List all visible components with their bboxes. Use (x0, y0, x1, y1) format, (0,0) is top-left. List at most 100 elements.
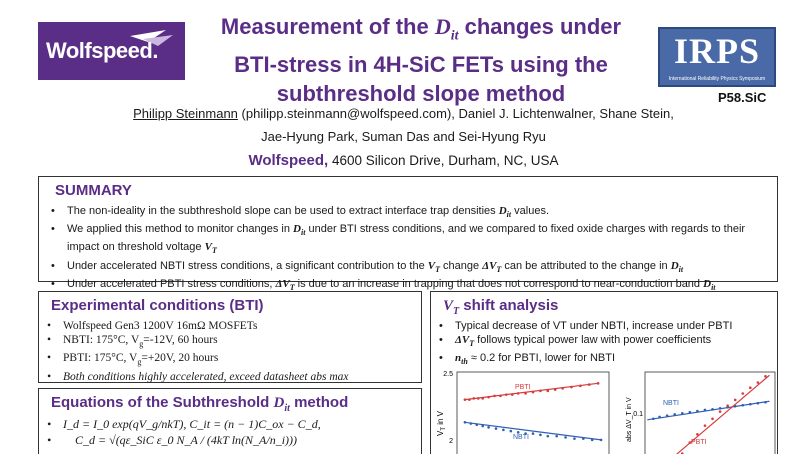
series-pbti-point (493, 394, 496, 398)
chart1-frame (456, 371, 610, 454)
title-line-1-post: changes under (458, 14, 622, 39)
series-nbti-point (564, 436, 567, 439)
series-nbti-fit-line (464, 421, 602, 441)
series-pbti-point (531, 390, 535, 394)
g-subscript: g (139, 339, 144, 349)
series-nbti-point (494, 427, 498, 430)
series-pbti-point (733, 398, 737, 402)
summary-b2-mid: under BTI stress conditions, and we comp… (67, 223, 746, 254)
series-pbti-point (524, 392, 527, 395)
series-pbti-point (499, 394, 502, 398)
summary-b3-pre: Under accelerated NBTI stress conditions… (67, 259, 428, 272)
experimental-box: Experimental conditions (BTI) Wolfspeed … (38, 291, 422, 384)
series-nbti-point (599, 438, 603, 442)
poster-title: Measurement of the Dit changes under BTI… (195, 12, 647, 108)
chart2-label-nbti: NBTI (663, 400, 679, 407)
summary-b2-pre: We applied this method to monitor change… (67, 223, 294, 236)
vt-shift-bullet-2: ΔVT follows typical power law with power… (433, 333, 775, 351)
n-symbol: n (455, 352, 462, 365)
delta-vt-symbol: ΔV (482, 259, 497, 272)
series-nbti-point (711, 408, 714, 411)
exp-b3-b: =+20V, 20 hours (141, 352, 219, 365)
series-pbti-point (703, 424, 707, 427)
equations-heading-pre: Equations of the Subthreshold (51, 394, 274, 411)
series-pbti-point (510, 393, 514, 396)
chart1-marks (463, 382, 603, 442)
series-pbti-point (472, 397, 476, 400)
equation-line-2: C_d = √(qε_SiC ε_0 N_A / (4kT ln(N_A/n_i… (41, 432, 419, 448)
dit-subscript: it (711, 282, 716, 292)
summary-list: The non-ideality in the subthreshold slo… (45, 204, 775, 295)
exp-b3-a: PBTI: 175°C, V (63, 352, 138, 365)
chart2-ytick-0.1: 0.1 (633, 411, 643, 418)
vt-shift-box: VT shift analysis Typical decrease of VT… (430, 291, 778, 454)
vt-shift-heading: VT shift analysis (443, 297, 558, 317)
series-nbti-point (652, 417, 655, 421)
vt-shift-bullet-3: nth ≈ 0.2 for PBTI, lower for NBTI (433, 351, 775, 369)
series-pbti-point (711, 417, 714, 421)
experimental-bullet-4: Both conditions highly accelerated, exce… (41, 370, 419, 384)
experimental-heading: Experimental conditions (BTI) (51, 297, 264, 314)
authors-line-1: Philipp Steinmann (philipp.steinmann@wol… (0, 106, 807, 121)
summary-b4-pre: Under accelerated PBTI stress conditions… (67, 277, 276, 290)
summary-bullet-3: Under accelerated NBTI stress conditions… (45, 259, 775, 277)
vt-shift-bullet-1: Typical decrease of VT under NBTI, incre… (433, 319, 775, 333)
series-pbti-point (718, 410, 722, 413)
wolfspeed-wordmark: Wolfspeed. (46, 38, 158, 63)
g-subscript: g (137, 357, 142, 367)
delta-vt-symbol: ΔV (455, 334, 470, 346)
dit-subscript: it (301, 228, 306, 238)
series-nbti-point (718, 406, 722, 410)
series-nbti-point (749, 402, 752, 406)
vt-subscript: T (211, 246, 217, 256)
series-nbti-point (539, 433, 542, 437)
affiliation: Wolfspeed, 4600 Silicon Drive, Durham, N… (0, 152, 807, 169)
vt-symbol: V (204, 241, 212, 254)
series-pbti-fit-line (676, 374, 770, 454)
chart1-label-pbti: PBTI (515, 384, 531, 391)
series-nbti-point (531, 432, 535, 435)
series-pbti-point (546, 389, 550, 393)
series-nbti-point (502, 428, 505, 432)
series-pbti-point (561, 387, 564, 390)
affiliation-org: Wolfspeed, (248, 152, 329, 169)
dit-subscript: it (284, 403, 290, 414)
series-pbti-point (481, 397, 484, 400)
series-pbti-point (587, 383, 591, 386)
experimental-bullet-3: PBTI: 175°C, Vg=+20V, 20 hours (41, 351, 419, 369)
chart1-ytick-2: 2 (449, 438, 453, 445)
exp-b2-a: NBTI: 175°C, V (63, 334, 140, 346)
series-pbti-point (741, 392, 745, 395)
series-pbti-point (553, 388, 557, 391)
series-pbti-point (756, 381, 760, 384)
dit-subscript: it (678, 264, 684, 274)
authors-line-2: Jae-Hyung Park, Suman Das and Sei-Hyung … (261, 129, 546, 144)
series-pbti-point (476, 397, 480, 400)
chart2-ylabel: abs ΔV_T in V (626, 397, 633, 442)
dit-symbol: D (273, 395, 285, 411)
series-nbti-point (658, 415, 661, 419)
summary-bullet-1: The non-ideality in the subthreshold slo… (45, 204, 775, 222)
series-nbti-point (673, 413, 677, 416)
series-pbti-point (579, 384, 582, 388)
delta-vt-vs-time-chart: abs ΔV_T in V 0.1 NBTI PBTI (626, 371, 776, 454)
vt-shift-b2-post: follows typical power law with power coe… (474, 334, 712, 346)
vt-subscript: T (496, 264, 502, 274)
experimental-bullet-1: Wolfspeed Gen3 1200V 16mΩ MOSFETs (41, 319, 419, 333)
series-pbti-point (463, 398, 467, 401)
chart2-label-pbti: PBTI (691, 439, 707, 446)
series-nbti-point (696, 409, 699, 413)
series-nbti-point (555, 434, 558, 438)
vt-vs-time-chart: VT in V 2.5 2 PBTI NBTI (436, 371, 610, 454)
irps-logo-subtitle: International Reliability Physics Sympos… (668, 76, 766, 82)
vt-shift-b3-post: ≈ 0.2 for PBTI, lower for NBTI (467, 352, 616, 365)
series-nbti-point (756, 401, 760, 405)
chart1-label-nbti: NBTI (513, 434, 529, 441)
summary-bullet-4: Under accelerated PBTI stress conditions… (45, 277, 775, 295)
exp-b2-b: =-12V, 60 hours (143, 334, 218, 346)
poster-id: P58.SiC (718, 90, 767, 105)
series-nbti-point (469, 422, 473, 425)
series-nbti-point (741, 403, 745, 407)
summary-b1-pre: The non-ideality in the subthreshold slo… (67, 205, 499, 217)
series-pbti-point (696, 433, 699, 436)
